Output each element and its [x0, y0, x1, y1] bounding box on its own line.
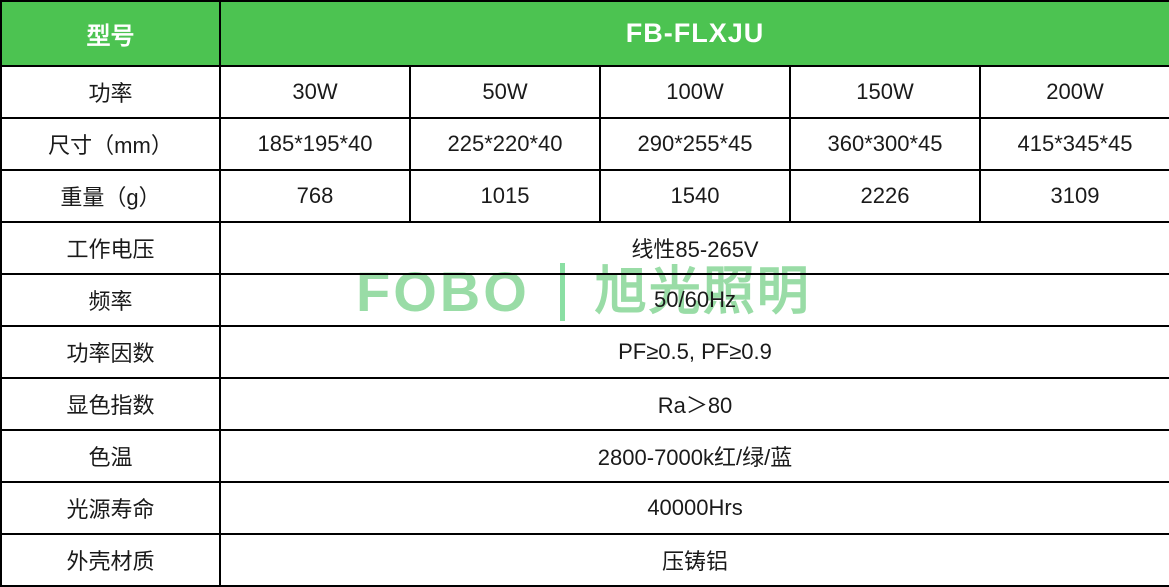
- row-label-lifespan: 光源寿命: [0, 481, 221, 535]
- cell-size-30w: 185*195*40: [219, 117, 411, 171]
- cell-power-30w: 30W: [219, 65, 411, 119]
- cell-weight-100w: 1540: [599, 169, 791, 223]
- cell-power-50w: 50W: [409, 65, 601, 119]
- cell-size-200w: 415*345*45: [978, 117, 1169, 171]
- cell-weight-150w: 2226: [789, 169, 981, 223]
- cell-size-100w: 290*255*45: [599, 117, 791, 171]
- table-row-housing: 外壳材质 压铸铝: [0, 533, 1169, 587]
- table-row-cct: 色温 2800-7000k红/绿/蓝: [0, 429, 1169, 483]
- cell-size-150w: 360*300*45: [789, 117, 981, 171]
- cell-power-100w: 100W: [599, 65, 791, 119]
- table-row-frequency: 频率 50/60Hz: [0, 273, 1169, 327]
- row-label-cri: 显色指数: [0, 377, 221, 431]
- row-label-voltage: 工作电压: [0, 221, 221, 275]
- table-row-weight: 重量（g） 768 1015 1540 2226 3109: [0, 169, 1169, 223]
- row-label-housing: 外壳材质: [0, 533, 221, 587]
- header-row: 型号 FB-FLXJU: [0, 0, 1169, 67]
- cell-weight-50w: 1015: [409, 169, 601, 223]
- cell-cri-value: Ra＞80: [218, 377, 1169, 431]
- cell-cct-value: 2800-7000k红/绿/蓝: [218, 429, 1169, 483]
- row-label-weight: 重量（g）: [0, 169, 221, 223]
- cell-lifespan-value: 40000Hrs: [218, 481, 1169, 535]
- cell-size-50w: 225*220*40: [409, 117, 601, 171]
- table-row-lifespan: 光源寿命 40000Hrs: [0, 481, 1169, 535]
- table-row-power-factor: 功率因数 PF≥0.5, PF≥0.9: [0, 325, 1169, 379]
- model-header-value: FB-FLXJU: [218, 0, 1169, 67]
- cell-power-200w: 200W: [978, 65, 1169, 119]
- row-label-size: 尺寸（mm）: [0, 117, 221, 171]
- table-row-voltage: 工作电压 线性85-265V: [0, 221, 1169, 275]
- row-label-power-factor: 功率因数: [0, 325, 221, 379]
- cell-weight-30w: 768: [219, 169, 411, 223]
- cell-power-factor-value: PF≥0.5, PF≥0.9: [218, 325, 1169, 379]
- table-row-cri: 显色指数 Ra＞80: [0, 377, 1169, 431]
- row-label-frequency: 频率: [0, 273, 221, 327]
- cell-weight-200w: 3109: [978, 169, 1169, 223]
- table-row-power: 功率 30W 50W 100W 150W 200W: [0, 65, 1169, 119]
- model-header-label: 型号: [0, 0, 221, 67]
- cell-voltage-value: 线性85-265V: [218, 221, 1169, 275]
- table-row-size: 尺寸（mm） 185*195*40 225*220*40 290*255*45 …: [0, 117, 1169, 171]
- cell-housing-value: 压铸铝: [218, 533, 1169, 587]
- row-label-power: 功率: [0, 65, 221, 119]
- row-label-cct: 色温: [0, 429, 221, 483]
- cell-frequency-value: 50/60Hz: [218, 273, 1169, 327]
- cell-power-150w: 150W: [789, 65, 981, 119]
